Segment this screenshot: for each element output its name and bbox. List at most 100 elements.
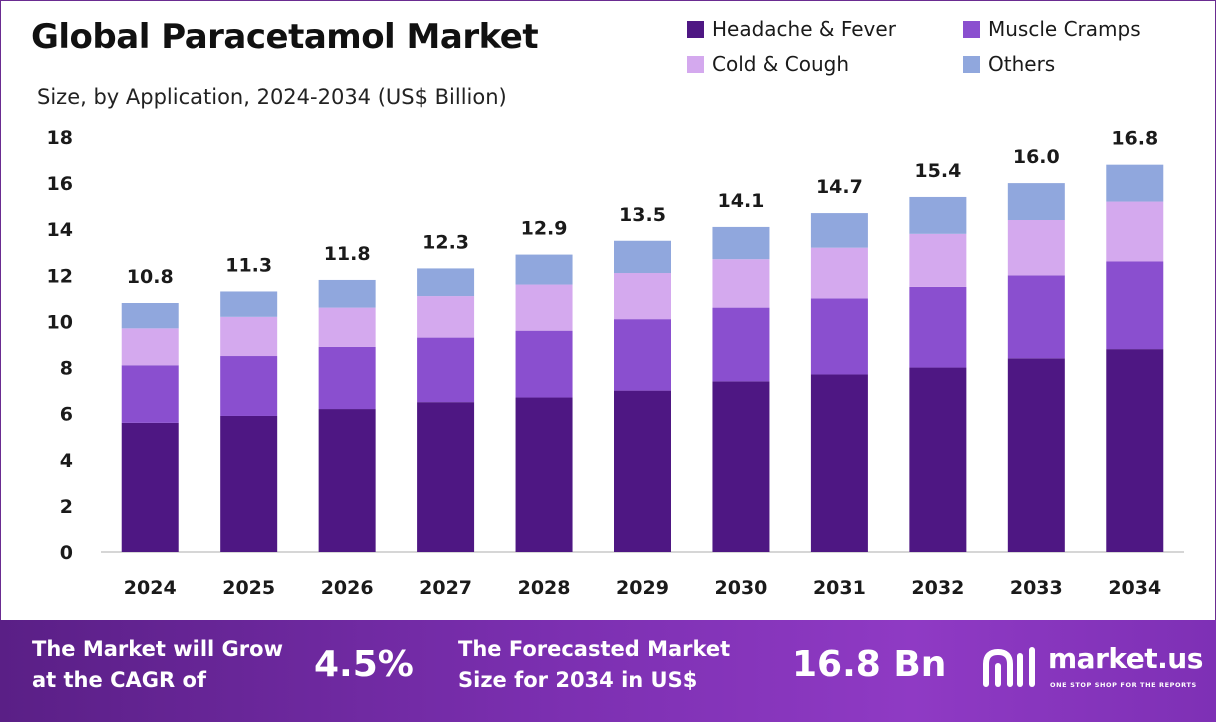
legend-label-cold-cough: Cold & Cough xyxy=(712,52,850,76)
x-tick-label-2032: 2032 xyxy=(911,577,964,599)
legend-item-cold-cough: Cold & Cough xyxy=(687,52,849,76)
x-tick-label-2024: 2024 xyxy=(124,577,177,599)
bar-segment-2030-headache-fever xyxy=(712,381,770,552)
bar-segment-2031-others xyxy=(810,213,868,248)
market-us-logo: market.us ONE STOP SHOP FOR THE REPORTS xyxy=(982,638,1203,704)
market-us-logo-tagline: ONE STOP SHOP FOR THE REPORTS xyxy=(1050,681,1197,689)
bar-segment-2032-cold-cough xyxy=(909,233,967,287)
legend: Headache & Fever Muscle Cramps Cold & Co… xyxy=(687,15,1207,85)
legend-label-muscle-cramps: Muscle Cramps xyxy=(988,17,1141,41)
bar-segment-2034-muscle-cramps xyxy=(1106,261,1164,350)
legend-label-headache-fever: Headache & Fever xyxy=(712,17,896,41)
bar-segment-2031-headache-fever xyxy=(810,374,868,552)
bar-segment-2034-others xyxy=(1106,164,1164,202)
bar-segment-2033-cold-cough xyxy=(1007,220,1065,276)
x-tick-label-2028: 2028 xyxy=(518,577,571,599)
market-us-logo-name: market.us xyxy=(1048,642,1203,675)
y-tick-label-6: 6 xyxy=(60,404,73,426)
total-label-2030: 14.1 xyxy=(718,190,765,212)
bar-segment-2031-cold-cough xyxy=(810,247,868,299)
legend-item-others: Others xyxy=(963,52,1055,76)
bar-segment-2029-muscle-cramps xyxy=(614,319,671,391)
bar-segment-2028-others xyxy=(515,254,573,285)
bar-segment-2025-others xyxy=(220,291,278,317)
bar-segment-2024-cold-cough xyxy=(121,328,179,366)
stacked-bar-chart: 0 2 4 6 8 10 12 14 16 18 10.8 2024 11.3 2025 11.8 2026 1… xyxy=(47,127,1184,599)
y-tick-label-14: 14 xyxy=(47,219,73,241)
bar-segment-2034-headache-fever xyxy=(1106,349,1164,552)
bar-segment-2029-others xyxy=(614,240,671,274)
x-tick-label-2025: 2025 xyxy=(222,577,275,599)
bar-segment-2027-headache-fever xyxy=(417,402,475,552)
bar-segment-2027-others xyxy=(417,268,475,297)
bar-segment-2024-muscle-cramps xyxy=(121,365,179,423)
bar-segment-2033-headache-fever xyxy=(1007,358,1065,552)
bar-segment-2030-muscle-cramps xyxy=(712,307,770,382)
y-tick-label-8: 8 xyxy=(60,358,73,380)
bar-segment-2029-cold-cough xyxy=(614,273,671,320)
bar-segment-2026-cold-cough xyxy=(318,307,376,347)
bar-segment-2027-muscle-cramps xyxy=(417,337,475,403)
y-tick-label-2: 2 xyxy=(60,496,73,518)
total-label-2033: 16.0 xyxy=(1013,146,1060,168)
bar-segment-2027-cold-cough xyxy=(417,296,475,338)
y-tick-label-10: 10 xyxy=(47,311,73,333)
y-tick-label-18: 18 xyxy=(47,127,73,149)
bar-segment-2032-others xyxy=(909,196,967,234)
y-tick-label-4: 4 xyxy=(60,450,73,472)
bar-segment-2034-cold-cough xyxy=(1106,201,1164,262)
x-tick-label-2031: 2031 xyxy=(813,577,866,599)
total-label-2032: 15.4 xyxy=(914,160,961,182)
legend-item-headache-fever: Headache & Fever xyxy=(687,17,896,41)
bar-segment-2024-headache-fever xyxy=(121,422,179,552)
chart-subtitle: Size, by Application, 2024-2034 (US$ Bil… xyxy=(37,85,507,109)
bar-segment-2032-muscle-cramps xyxy=(909,286,967,368)
legend-swatch-headache-fever xyxy=(687,20,704,38)
bar-segment-2031-muscle-cramps xyxy=(810,298,868,375)
bar-segment-2028-headache-fever xyxy=(515,397,573,552)
forecast-caption-line-1: The Forecasted Market xyxy=(458,637,731,661)
forecast-value: 16.8 Bn xyxy=(792,644,947,685)
summary-banner: The Market will Grow at the CAGR of 4.5%… xyxy=(0,620,1216,722)
x-tick-label-2033: 2033 xyxy=(1010,577,1063,599)
bar-segment-2025-muscle-cramps xyxy=(220,356,278,416)
cagr-caption: The Market will Grow at the CAGR of xyxy=(32,634,283,696)
forecast-caption: The Forecasted Market Size for 2034 in U… xyxy=(458,634,730,696)
x-tick-label-2027: 2027 xyxy=(419,577,472,599)
total-label-2034: 16.8 xyxy=(1111,128,1158,150)
total-label-2025: 11.3 xyxy=(225,254,272,276)
legend-swatch-muscle-cramps xyxy=(963,20,980,38)
x-tick-label-2030: 2030 xyxy=(715,577,768,599)
bar-segment-2030-cold-cough xyxy=(712,259,770,308)
bar-segment-2026-others xyxy=(318,279,376,308)
bar-segment-2029-headache-fever xyxy=(614,390,671,552)
market-us-logo-icon xyxy=(983,647,1035,687)
x-tick-label-2026: 2026 xyxy=(321,577,374,599)
legend-swatch-others xyxy=(963,55,980,73)
legend-swatch-cold-cough xyxy=(687,55,704,73)
x-tick-label-2034: 2034 xyxy=(1108,577,1161,599)
cagr-caption-line-2: at the CAGR of xyxy=(32,668,207,692)
y-tick-label-0: 0 xyxy=(60,542,73,564)
y-tick-label-16: 16 xyxy=(47,173,73,195)
bar-segment-2030-others xyxy=(712,226,770,260)
bar-segment-2025-cold-cough xyxy=(220,316,278,357)
cagr-caption-line-1: The Market will Grow xyxy=(32,637,283,661)
total-label-2028: 12.9 xyxy=(521,218,568,240)
forecast-caption-line-2: Size for 2034 in US$ xyxy=(458,668,698,692)
bar-segment-2032-headache-fever xyxy=(909,367,967,552)
total-label-2031: 14.7 xyxy=(816,176,863,198)
cagr-value: 4.5% xyxy=(314,644,414,685)
bar-segment-2028-cold-cough xyxy=(515,284,573,331)
legend-label-others: Others xyxy=(988,52,1056,76)
y-tick-label-12: 12 xyxy=(47,265,73,287)
bar-segment-2024-others xyxy=(121,303,179,329)
total-label-2024: 10.8 xyxy=(127,266,174,288)
x-tick-label-2029: 2029 xyxy=(616,577,669,599)
total-label-2029: 13.5 xyxy=(619,204,666,226)
legend-item-muscle-cramps: Muscle Cramps xyxy=(963,17,1141,41)
bar-segment-2033-others xyxy=(1007,183,1065,220)
bar-segment-2026-headache-fever xyxy=(318,409,376,552)
bar-segment-2026-muscle-cramps xyxy=(318,346,376,410)
